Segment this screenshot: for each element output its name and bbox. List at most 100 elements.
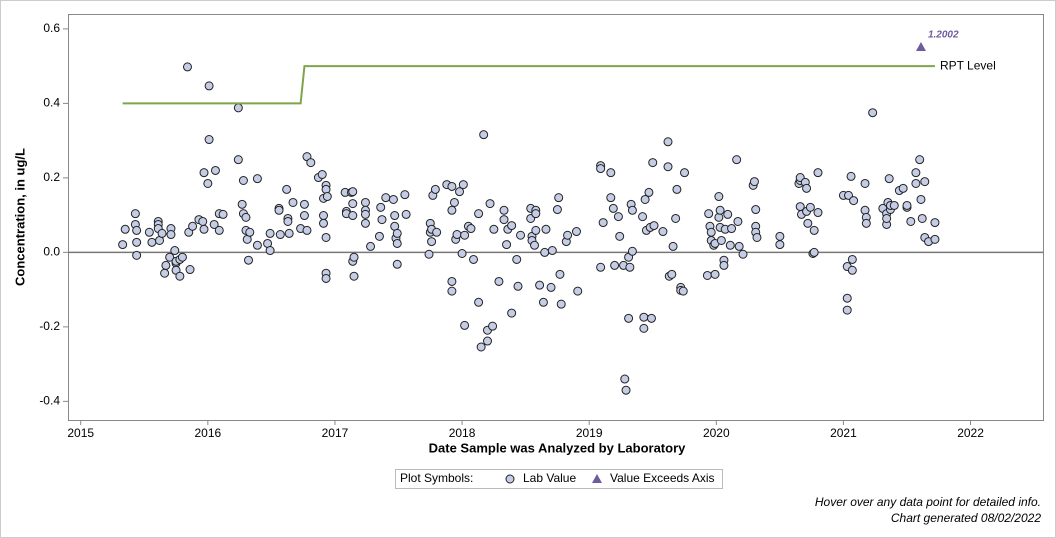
point [610,260,620,270]
legend-marker [505,474,515,484]
x-tick-label: 2019 [576,426,603,440]
point [749,177,759,187]
point [376,202,386,212]
point [627,246,637,256]
point [911,178,921,188]
point [160,268,170,278]
point [732,155,742,165]
point [847,254,857,264]
y-tick-label: 0.2 [43,170,60,184]
point [474,297,484,307]
point [170,246,180,256]
point [284,228,294,238]
point [360,197,370,207]
point [175,271,185,281]
point [455,187,465,197]
point [214,225,224,235]
point [596,262,606,272]
point [512,254,522,264]
point [299,211,309,221]
point [275,230,285,240]
point [596,164,606,174]
point [283,216,293,226]
point [241,212,251,222]
point [802,183,812,193]
point [639,312,649,322]
point [130,209,140,219]
point [915,155,925,165]
point [299,199,309,209]
point [507,308,517,318]
point [182,62,192,72]
point [199,224,209,234]
point [401,209,411,219]
x-tick-label: 2017 [322,426,349,440]
point [432,227,442,237]
point [447,181,457,191]
y-tick-label: -0.4 [39,394,60,408]
point [458,180,468,190]
point [348,187,358,197]
point [671,213,681,223]
point [204,135,214,145]
point [204,81,214,91]
point [494,276,504,286]
point [132,225,142,235]
point [288,197,298,207]
point [775,231,785,241]
point [306,158,316,168]
point [678,286,688,296]
line-label: RPT Level [940,58,996,72]
point [489,224,499,234]
point [348,199,358,209]
point [400,190,410,200]
legend-title: Plot Symbols: [400,471,473,485]
point [716,235,726,245]
point [846,171,856,181]
point [916,194,926,204]
point [233,103,243,113]
point [573,286,583,296]
point [485,199,495,209]
x-axis-title: Date Sample was Analyzed by Laboratory [429,440,686,455]
point [474,209,484,219]
point [265,228,275,238]
point [906,216,916,226]
point [252,174,262,184]
point [809,247,819,257]
point [132,250,142,260]
y-tick-label: 0.6 [43,21,60,35]
point [535,280,545,290]
point [447,286,457,296]
point [449,197,459,207]
point [809,225,819,235]
point [613,212,623,222]
point [349,252,359,262]
point [166,230,176,240]
point [805,202,815,212]
point [282,184,292,194]
legend-label: Value Exceeds Axis [610,471,715,485]
point [861,218,871,228]
point [889,200,899,210]
point [157,228,167,238]
point [547,246,557,256]
point [199,168,209,178]
point [606,168,616,178]
point [392,259,402,269]
point [813,168,823,178]
point [120,224,130,234]
point [349,271,359,281]
point [606,193,616,203]
point [546,282,556,292]
point [457,249,467,259]
legend-marker [592,474,602,483]
point [649,221,659,231]
point [374,231,384,241]
point [725,240,735,250]
legend-box [395,469,723,489]
x-tick-label: 2022 [957,426,984,440]
point [714,192,724,202]
point [884,174,894,184]
